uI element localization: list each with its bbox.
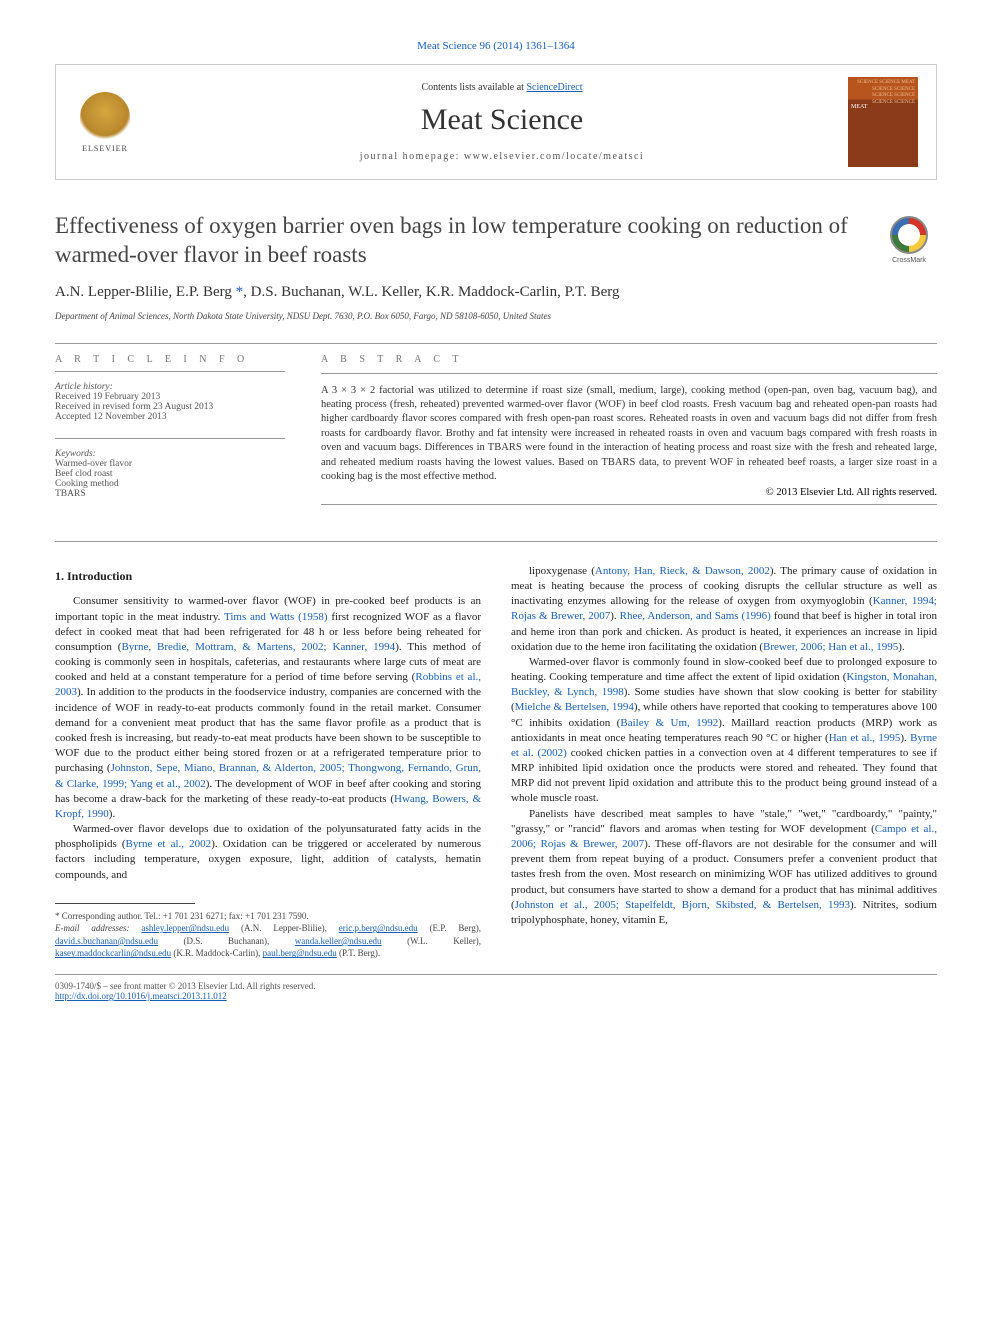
affiliation: Department of Animal Sciences, North Dak… <box>55 311 937 321</box>
authors-text: A.N. Lepper-Blilie, E.P. Berg *, D.S. Bu… <box>55 284 619 300</box>
citation-link[interactable]: Johnston et al., 2005; Stapelfeldt, Bjor… <box>515 899 850 911</box>
text: (D.S. Buchanan), <box>158 936 295 946</box>
body-paragraph: Panelists have described meat samples to… <box>511 807 937 928</box>
body-paragraph: Warmed-over flavor is commonly found in … <box>511 655 937 807</box>
cover-text: SCIENCE SCIENCE MEAT SCIENCE SCIENCE SCI… <box>857 80 915 105</box>
keyword: Warmed-over flavor <box>55 459 285 469</box>
divider <box>55 343 937 344</box>
text: (A.N. Lepper-Blilie), <box>229 923 339 933</box>
sciencedirect-link[interactable]: ScienceDirect <box>526 82 582 93</box>
accepted-date: Accepted 12 November 2013 <box>55 412 285 422</box>
journal-homepage[interactable]: journal homepage: www.elsevier.com/locat… <box>156 151 848 162</box>
journal-issue-link[interactable]: Meat Science 96 (2014) 1361–1364 <box>55 40 937 52</box>
citation-link[interactable]: Bailey & Um, 1992 <box>620 717 718 729</box>
corresponding-marker[interactable]: * <box>236 284 244 300</box>
text: (P.T. Berg). <box>337 948 380 958</box>
cover-meat-label: MEAT <box>851 104 867 112</box>
keyword: Cooking method <box>55 479 285 489</box>
citation-link[interactable]: Rhee, Anderson, and Sams (1996) <box>620 610 771 622</box>
citation-link[interactable]: Byrne et al., 2002 <box>126 838 212 850</box>
issn-copyright: 0309-1740/$ – see front matter © 2013 El… <box>55 981 316 991</box>
copyright-line: © 2013 Elsevier Ltd. All rights reserved… <box>321 487 937 498</box>
footnote-divider <box>55 903 195 904</box>
citation-link[interactable]: Tims and Watts (1958) <box>224 611 328 623</box>
text: (K.R. Maddock-Carlin), <box>171 948 262 958</box>
doi-link[interactable]: http://dx.doi.org/10.1016/j.meatsci.2013… <box>55 991 227 1001</box>
email-label: E-mail addresses: <box>55 923 141 933</box>
text: Panelists have described meat samples to… <box>511 808 937 835</box>
journal-cover-thumbnail[interactable]: SCIENCE SCIENCE MEAT SCIENCE SCIENCE SCI… <box>848 77 918 167</box>
citation-link[interactable]: Mielche & Bertelsen, 1994 <box>515 701 634 713</box>
email-link[interactable]: david.s.buchanan@ndsu.edu <box>55 936 158 946</box>
elsevier-logo[interactable]: ELSEVIER <box>74 87 136 157</box>
divider <box>321 504 937 505</box>
body-paragraph: Consumer sensitivity to warmed-over flav… <box>55 594 481 822</box>
email-addresses: E-mail addresses: ashley.lepper@ndsu.edu… <box>55 922 481 960</box>
citation-link[interactable]: Han et al., 1995 <box>829 732 901 744</box>
text: ). <box>900 732 910 744</box>
abstract-heading: A B S T R A C T <box>321 354 937 365</box>
elsevier-label: ELSEVIER <box>82 144 128 153</box>
keywords-label: Keywords: <box>55 449 285 459</box>
text: ). <box>610 610 619 622</box>
crossmark-label: CrossMark <box>881 257 937 264</box>
journal-title: Meat Science <box>156 103 848 137</box>
email-link[interactable]: eric.p.berg@ndsu.edu <box>339 923 418 933</box>
crossmark-icon <box>890 216 928 254</box>
corresponding-author-footnote: * Corresponding author. Tel.: +1 701 231… <box>55 910 481 960</box>
citation-link[interactable]: Antony, Han, Rieck, & Dawson, 2002 <box>595 565 770 577</box>
text: ). <box>109 808 115 820</box>
text: (W.L. Keller), <box>382 936 481 946</box>
body-paragraph: lipoxygenase (Antony, Han, Rieck, & Daws… <box>511 564 937 655</box>
received-date: Received 19 February 2013 <box>55 392 285 402</box>
abstract-panel: A B S T R A C T A 3 × 3 × 2 factorial wa… <box>321 354 937 515</box>
text: (E.P. Berg), <box>418 923 481 933</box>
text: lipoxygenase ( <box>529 565 595 577</box>
contents-prefix: Contents lists available at <box>421 82 526 93</box>
divider <box>55 438 285 439</box>
article-title: Effectiveness of oxygen barrier oven bag… <box>55 212 937 270</box>
section-heading: 1. Introduction <box>55 568 481 585</box>
history-label: Article history: <box>55 382 285 392</box>
corr-tel-fax: * Corresponding author. Tel.: +1 701 231… <box>55 910 481 923</box>
divider <box>55 541 937 542</box>
journal-header: ELSEVIER Contents lists available at Sci… <box>55 64 937 180</box>
keyword: Beef clod roast <box>55 469 285 479</box>
revised-date: Received in revised form 23 August 2013 <box>55 402 285 412</box>
email-link[interactable]: wanda.keller@ndsu.edu <box>295 936 382 946</box>
email-link[interactable]: ashley.lepper@ndsu.edu <box>141 923 229 933</box>
divider <box>55 371 285 372</box>
page-footer: 0309-1740/$ – see front matter © 2013 El… <box>55 974 937 1001</box>
text: cooked chicken patties in a convection o… <box>511 747 937 805</box>
citation-link[interactable]: Brewer, 2006; Han et al., 1995 <box>763 641 898 653</box>
citation-link[interactable]: Byrne, Bredie, Mottram, & Martens, 2002;… <box>121 641 395 653</box>
article-info-panel: A R T I C L E I N F O Article history: R… <box>55 354 285 515</box>
abstract-text: A 3 × 3 × 2 factorial was utilized to de… <box>321 384 937 485</box>
elsevier-tree-icon <box>80 92 130 142</box>
divider <box>321 373 937 374</box>
keyword: TBARS <box>55 489 285 499</box>
body-paragraph: Warmed-over flavor develops due to oxida… <box>55 822 481 883</box>
article-info-heading: A R T I C L E I N F O <box>55 354 285 365</box>
email-link[interactable]: kasey.maddockcarlin@ndsu.edu <box>55 948 171 958</box>
email-link[interactable]: paul.berg@ndsu.edu <box>263 948 337 958</box>
article-body: 1. Introduction Consumer sensitivity to … <box>55 564 937 960</box>
text: ). <box>898 641 904 653</box>
authors-line: A.N. Lepper-Blilie, E.P. Berg *, D.S. Bu… <box>55 284 937 301</box>
crossmark-badge[interactable]: CrossMark <box>881 216 937 272</box>
contents-line: Contents lists available at ScienceDirec… <box>156 82 848 93</box>
